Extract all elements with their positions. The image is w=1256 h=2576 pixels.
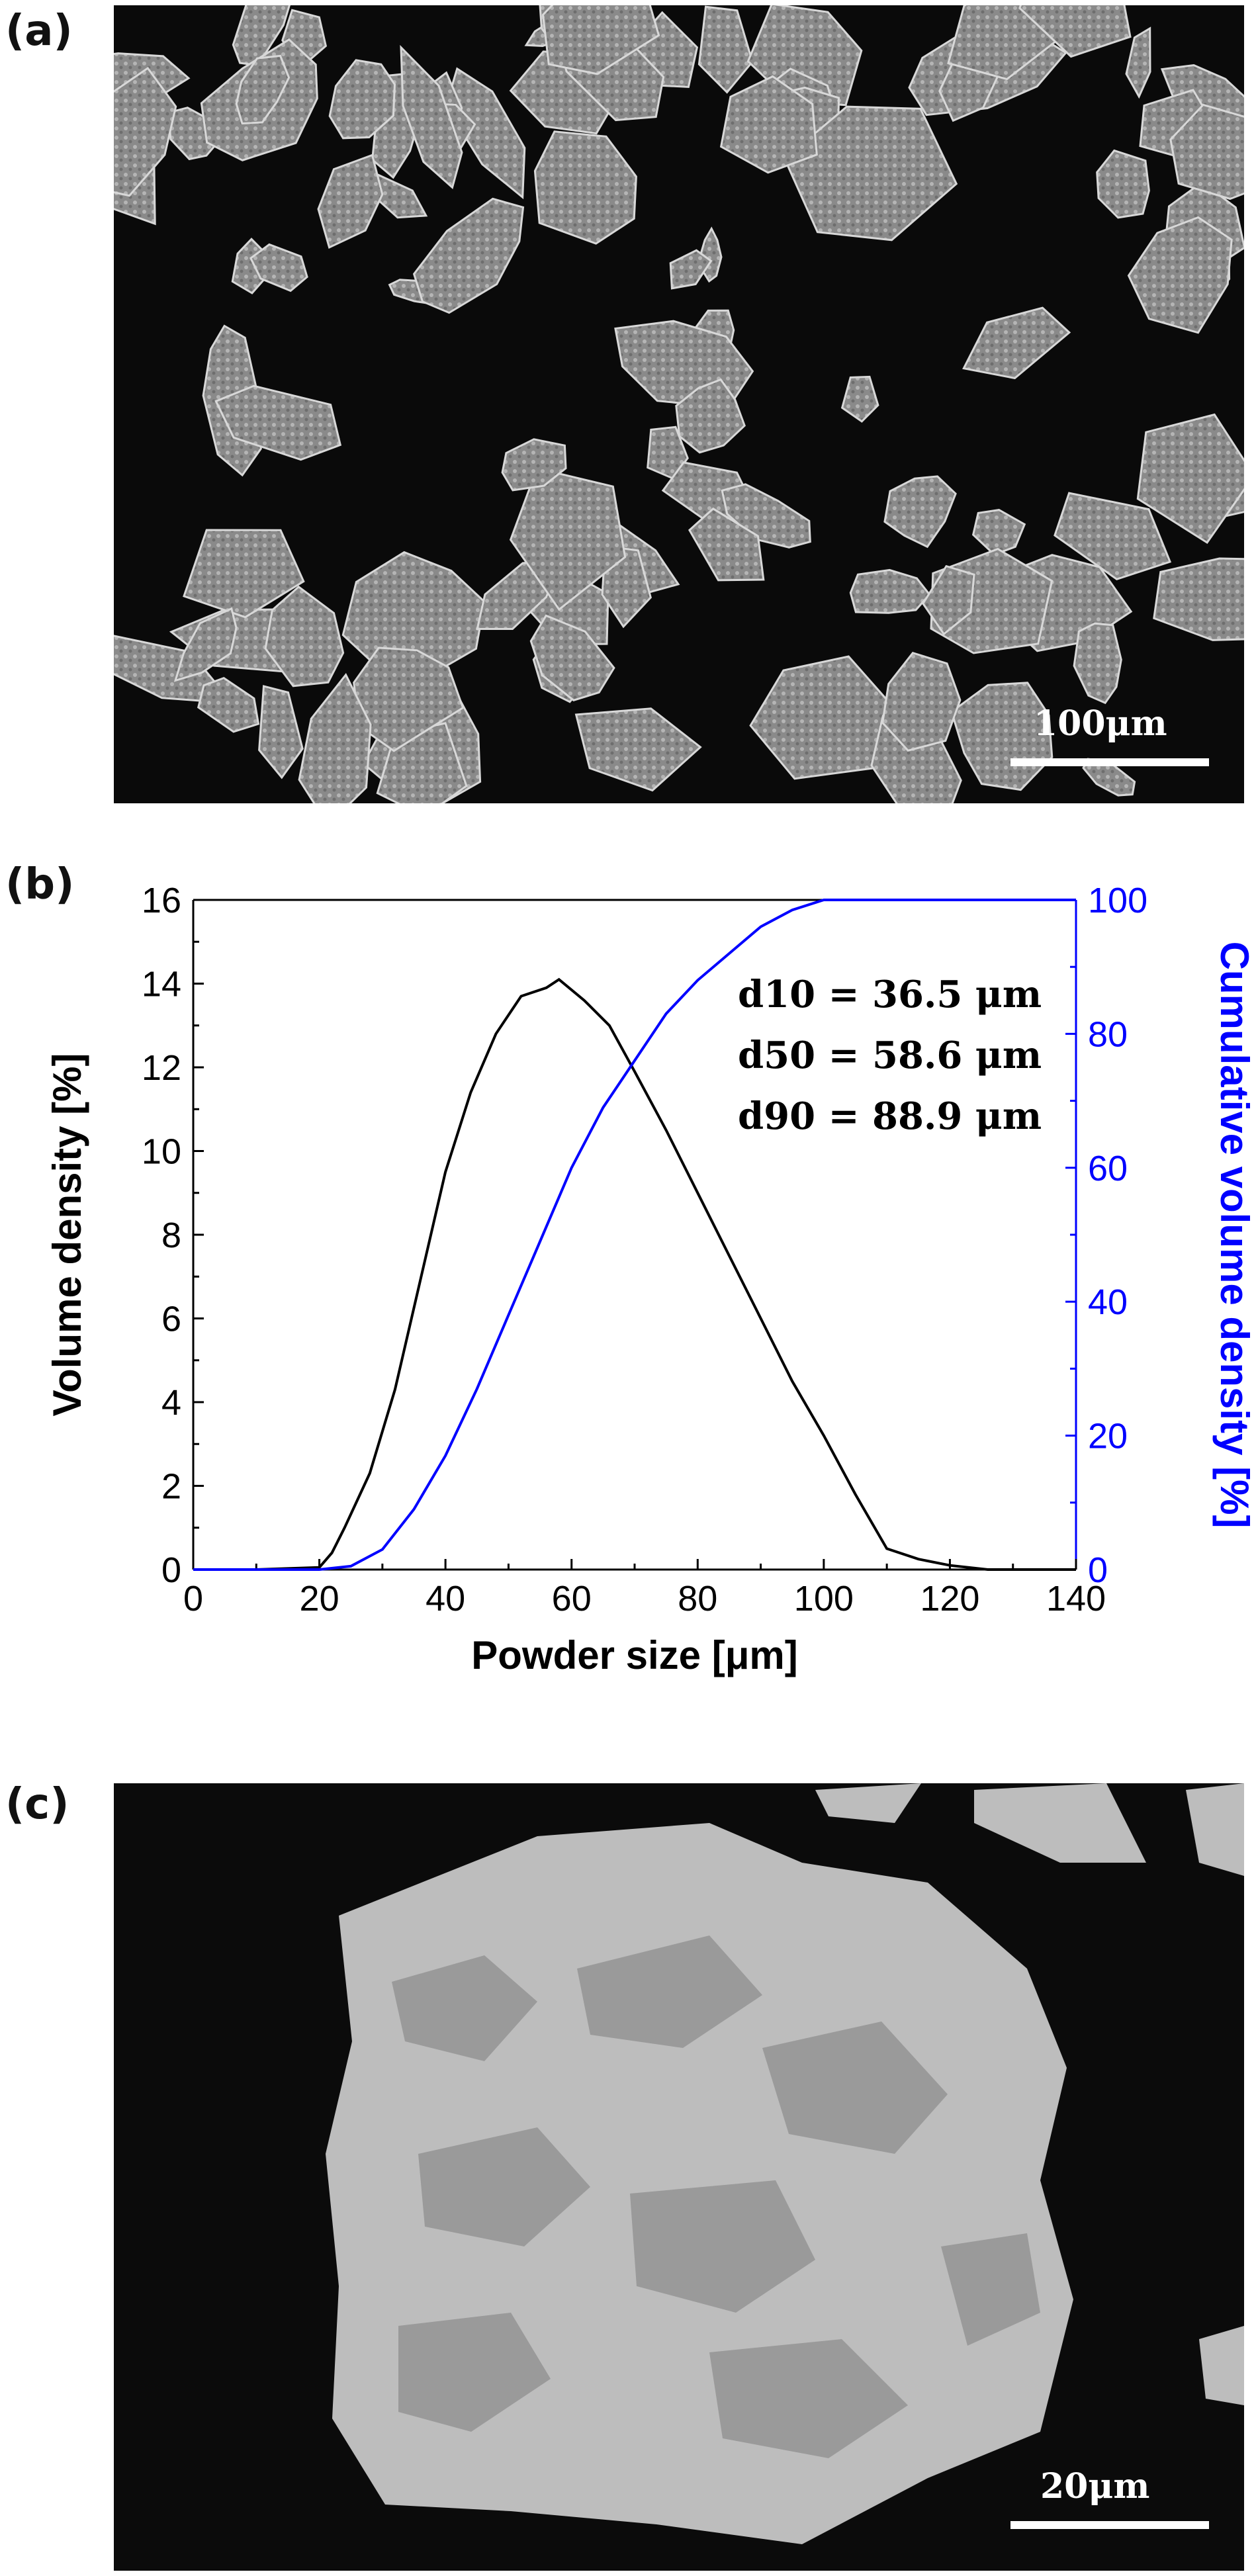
particle <box>249 243 308 292</box>
particle <box>298 673 372 803</box>
x-tick-label: 60 <box>552 1579 592 1619</box>
y-tick-label: 16 <box>142 881 181 920</box>
annotation-d10: d10 = 36.5 μm <box>738 973 1042 1016</box>
particle <box>697 5 754 94</box>
sem-image-a: 100μm <box>114 5 1244 803</box>
annotation-d90: d90 = 88.9 μm <box>738 1094 1042 1138</box>
particle <box>1127 216 1233 334</box>
particle <box>922 564 975 636</box>
particle <box>501 438 567 492</box>
particle <box>1073 622 1122 705</box>
particle <box>669 249 713 290</box>
y2-tick-label: 40 <box>1088 1282 1128 1322</box>
x-tick-label: 40 <box>426 1579 465 1619</box>
scale-bar-label-c: 20μm <box>1040 2466 1150 2507</box>
y2-axis-title: Cumulative volume density [%] <box>1212 942 1256 1529</box>
x-tick-label: 20 <box>300 1579 339 1619</box>
panel-b-label: (b) <box>5 860 75 909</box>
y-tick-label: 6 <box>161 1300 181 1339</box>
panel-c-label: (c) <box>5 1780 69 1829</box>
scale-bar-label-a: 100μm <box>1034 703 1167 744</box>
particle <box>232 5 291 67</box>
series-cumulative-density <box>193 899 1076 1571</box>
particle <box>1136 413 1244 545</box>
particle <box>412 197 525 314</box>
particle <box>849 568 931 614</box>
particle <box>1054 492 1172 580</box>
particle <box>235 54 291 125</box>
y-tick-label: 4 <box>161 1383 181 1423</box>
y-tick-label: 0 <box>161 1550 181 1590</box>
sem-particles-a <box>114 5 1244 803</box>
particle <box>1096 149 1150 219</box>
x-tick-label: 140 <box>1046 1579 1106 1619</box>
particle <box>883 475 957 549</box>
y2-tick-label: 100 <box>1088 881 1147 920</box>
particle <box>509 467 627 611</box>
y2-tick-label: 20 <box>1088 1417 1128 1456</box>
particle <box>971 509 1026 556</box>
particle <box>688 507 765 582</box>
particle <box>264 585 345 688</box>
series-volume-density <box>193 977 1076 1571</box>
particle <box>749 655 890 780</box>
particle <box>533 130 637 245</box>
y-tick-label: 10 <box>142 1132 181 1172</box>
particle <box>173 607 238 682</box>
particle <box>881 651 962 752</box>
particle <box>574 707 702 792</box>
particle <box>1169 103 1244 200</box>
y2-tick-label: 80 <box>1088 1014 1128 1054</box>
particle <box>1153 557 1244 641</box>
panel-a-label: (a) <box>5 7 73 56</box>
particle <box>962 306 1071 380</box>
y-tick-label: 12 <box>142 1048 181 1088</box>
particle <box>840 375 879 423</box>
sem-cross-section-c <box>114 1783 1244 2571</box>
particle <box>721 483 811 549</box>
particle <box>114 66 177 197</box>
annotation-d50: d50 = 58.6 μm <box>738 1034 1042 1077</box>
particle <box>529 614 615 701</box>
x-tick-label: 80 <box>678 1579 717 1619</box>
scale-bar-a <box>1010 758 1209 766</box>
particle <box>214 384 342 461</box>
x-tick-label: 120 <box>920 1579 979 1619</box>
particle <box>183 529 305 619</box>
x-tick-label: 100 <box>794 1579 854 1619</box>
y-tick-label: 2 <box>161 1467 181 1507</box>
particle <box>258 685 304 779</box>
particle <box>328 59 396 140</box>
y-tick-label: 14 <box>142 965 181 1004</box>
particle <box>1125 26 1151 99</box>
y-axis-title: Volume density [%] <box>45 1053 89 1417</box>
particle <box>197 677 260 733</box>
x-axis-title: Powder size [μm] <box>471 1633 797 1677</box>
particle <box>719 75 818 174</box>
particle <box>445 67 526 200</box>
size-distribution-chart: 0 20 40 60 80 100 120 1400246810121416020406080… <box>45 881 1256 1677</box>
y2-tick-label: 60 <box>1088 1149 1128 1188</box>
particle <box>1018 5 1132 58</box>
sem-image-c: 20μm <box>114 1783 1244 2571</box>
particle <box>647 425 689 480</box>
particle <box>400 44 463 190</box>
particle <box>317 154 384 249</box>
y-tick-label: 8 <box>161 1216 181 1255</box>
particle <box>541 5 660 75</box>
scale-bar-c <box>1010 2521 1209 2529</box>
y2-tick-label: 0 <box>1088 1550 1108 1590</box>
x-tick-label: 0 <box>183 1579 203 1619</box>
particle <box>675 378 746 454</box>
